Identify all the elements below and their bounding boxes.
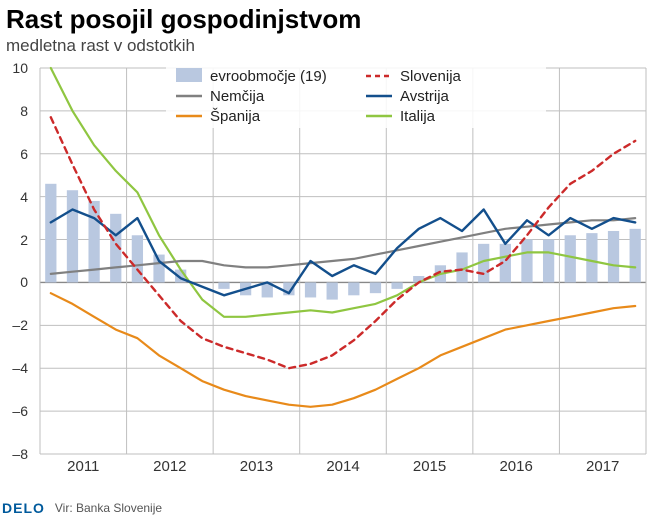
svg-text:Slovenija: Slovenija (400, 68, 462, 85)
y-tick-label: 10 (12, 60, 28, 76)
page-subtitle: medletna rast v odstotkih (6, 36, 195, 56)
footer: DELO Vir: Banka Slovenije (0, 498, 660, 518)
page-title: Rast posojil gospodinjstvom (6, 4, 361, 35)
source: Vir: Banka Slovenije (55, 501, 162, 515)
y-tick-label: 2 (20, 232, 28, 248)
x-axis-labels: 2011 2012 2013 2014 2015 2016 2017 (36, 458, 650, 478)
y-tick-label: –4 (12, 360, 28, 376)
y-tick-label: 0 (20, 274, 28, 290)
y-tick-label: –6 (12, 403, 28, 419)
x-tick-label: 2011 (67, 458, 99, 475)
y-axis-labels: –8–6–4–20246810 (0, 64, 32, 484)
x-tick-label: 2014 (326, 458, 359, 475)
x-tick-label: 2017 (586, 458, 619, 475)
x-tick-label: 2016 (499, 458, 532, 475)
svg-text:Španija: Španija (210, 108, 261, 125)
x-tick-label: 2013 (240, 458, 273, 475)
logo: DELO (2, 500, 45, 516)
y-tick-label: 4 (20, 189, 28, 205)
y-tick-label: 8 (20, 103, 28, 119)
svg-text:evroobmočje (19): evroobmočje (19) (210, 68, 327, 85)
svg-text:Nemčija: Nemčija (210, 88, 265, 105)
y-tick-label: –8 (12, 446, 28, 462)
y-tick-label: –2 (12, 317, 28, 333)
y-tick-label: 6 (20, 146, 28, 162)
svg-text:Avstrija: Avstrija (400, 88, 450, 105)
x-tick-label: 2015 (413, 458, 446, 475)
svg-text:Italija: Italija (400, 108, 436, 125)
x-tick-label: 2012 (153, 458, 186, 475)
chart-container: Rast posojil gospodinjstvom medletna ras… (0, 0, 660, 520)
chart-area: evroobmočje (19) Slovenija Nemčija Avstrija… (36, 64, 650, 484)
chart-svg: evroobmočje (19) Slovenija Nemčija Avstrija… (36, 64, 650, 484)
